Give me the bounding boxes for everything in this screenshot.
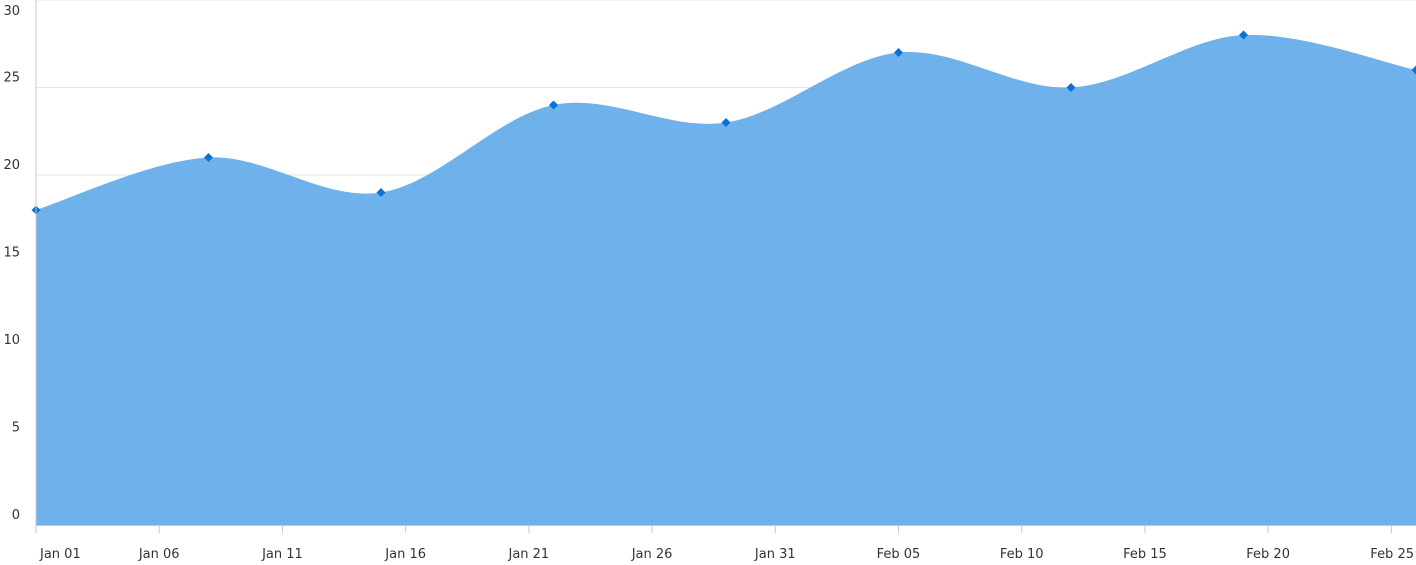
data-markers bbox=[31, 30, 1416, 215]
data-point-marker bbox=[894, 48, 903, 57]
y-tick-label: 15 bbox=[3, 246, 20, 261]
y-tick-label: 5 bbox=[12, 421, 20, 436]
x-tick-label: Jan 01 bbox=[39, 547, 81, 562]
x-tick-label: Jan 06 bbox=[138, 547, 180, 562]
y-tick-label: 0 bbox=[12, 508, 20, 523]
y-axis-ticks: 0 5 10 15 20 25 30 bbox=[3, 4, 20, 523]
data-point-marker bbox=[1066, 83, 1076, 92]
x-tick-label: Feb 25 bbox=[1370, 547, 1414, 562]
y-tick-label: 20 bbox=[3, 158, 20, 173]
data-point-marker bbox=[1411, 65, 1416, 75]
data-point-marker bbox=[721, 118, 731, 127]
data-point-marker bbox=[376, 188, 386, 197]
x-tick-label: Feb 10 bbox=[1000, 547, 1044, 562]
x-tick-label: Feb 05 bbox=[877, 547, 921, 562]
x-axis-ticks: Jan 01 Jan 06 Jan 11 Jan 16 Jan 21 Jan 26 Jan … bbox=[35, 525, 1414, 562]
x-tick-label: Jan 26 bbox=[631, 547, 673, 562]
axes bbox=[35, 0, 1416, 526]
x-tick-label: Feb 20 bbox=[1246, 547, 1290, 562]
x-tick-label: Feb 15 bbox=[1123, 547, 1167, 562]
series-area bbox=[36, 34, 1416, 525]
y-tick-label: 30 bbox=[3, 4, 20, 19]
y-tick-label: 25 bbox=[3, 71, 20, 86]
data-point-marker bbox=[204, 153, 213, 162]
data-point-marker bbox=[1239, 30, 1248, 40]
x-tick-label: Jan 11 bbox=[261, 547, 303, 562]
x-tick-label: Jan 21 bbox=[507, 547, 549, 562]
x-tick-label: Jan 31 bbox=[754, 547, 796, 562]
x-tick-label: Jan 16 bbox=[384, 547, 426, 562]
y-tick-label: 10 bbox=[3, 333, 20, 348]
plot-area bbox=[36, 34, 1416, 525]
data-point-marker bbox=[549, 100, 558, 110]
